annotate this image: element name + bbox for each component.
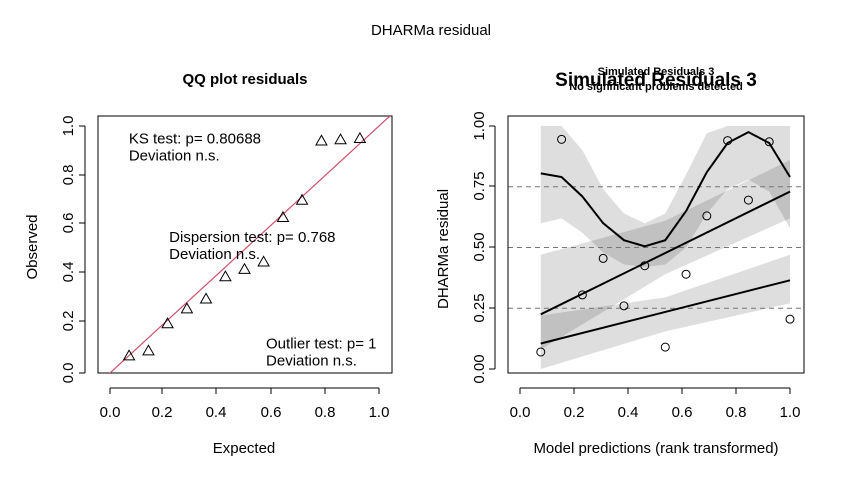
qq-plot-title: QQ plot residuals: [182, 71, 307, 88]
resid-point: [702, 211, 712, 221]
qq-y-axis-label: Observed: [24, 214, 41, 279]
qq-annotation-text: Outlier test: p= 1: [266, 335, 376, 352]
figure-title: DHARMa residual: [371, 22, 491, 39]
qq-point: [315, 134, 328, 146]
qq-point: [238, 262, 251, 274]
qq-x-tick-label: 1.0: [369, 404, 390, 421]
qq-point: [276, 210, 290, 223]
qq-annotation-text: Deviation n.s.: [129, 147, 220, 164]
resid-point: [577, 290, 587, 300]
qq-point: [334, 133, 347, 145]
resid-confidence-band: [540, 160, 790, 350]
resid-x-tick-label: 0.0: [510, 404, 531, 421]
resid-point: [640, 261, 650, 271]
qq-y-tick-label: 0.0: [60, 363, 77, 384]
qq-y-tick-label: 0.6: [60, 213, 77, 234]
resid-y-tick-label: 0.75: [471, 171, 488, 200]
qq-point: [122, 349, 136, 361]
resid-plot-area: [508, 126, 804, 369]
resid-subtitle-line: Simulated Residuals 3: [598, 66, 715, 78]
qq-x-tick-label: 0.8: [315, 404, 336, 421]
resid-y-tick-label: 0.00: [471, 354, 488, 383]
qq-x-tick-label: 0.4: [206, 404, 227, 421]
resid-point: [598, 253, 608, 263]
resid-y-tick-label: 0.25: [471, 293, 488, 322]
qq-x-tick-label: 0.0: [100, 404, 121, 421]
resid-y-tick-label: 1.00: [471, 111, 488, 140]
resid-quantile-line: [540, 279, 791, 345]
resid-point: [743, 195, 753, 205]
qq-annotation-text: KS test: p= 0.80688: [129, 130, 261, 147]
resid-point: [785, 314, 795, 324]
resid-quantile-line: [540, 190, 791, 316]
resid-subtitle-line: No significant problems detected: [569, 81, 743, 93]
resid-point: [660, 342, 670, 352]
qq-point: [295, 193, 309, 205]
qq-annotation-text: Deviation n.s.: [266, 352, 357, 369]
resid-quantile-line: [540, 130, 791, 248]
qq-point: [180, 302, 194, 314]
qq-y-tick-label: 0.8: [60, 165, 77, 186]
resid-plot-title: Simulated Residuals 3: [555, 70, 757, 91]
resid-x-tick-label: 0.6: [672, 404, 693, 421]
resid-x-tick-label: 0.2: [564, 404, 585, 421]
qq-y-tick-label: 0.4: [60, 262, 77, 283]
resid-point: [619, 301, 629, 311]
resid-y-axis-label: DHARMa residual: [435, 189, 452, 309]
resid-x-tick-label: 0.8: [726, 404, 747, 421]
qq-point: [161, 317, 174, 329]
qq-point: [199, 292, 213, 304]
qq-x-tick-label: 0.2: [152, 404, 173, 421]
resid-y-tick-label: 0.50: [471, 232, 488, 261]
resid-x-axis-label: Model predictions (rank transformed): [533, 440, 778, 457]
qq-point: [353, 131, 367, 143]
qq-y-tick-label: 0.2: [60, 311, 77, 332]
qq-x-tick-label: 0.6: [261, 404, 282, 421]
resid-point: [557, 134, 567, 144]
resid-plot-frame: [507, 115, 805, 374]
resid-point: [536, 347, 546, 357]
qq-x-axis-label: Expected: [213, 440, 276, 457]
qq-plot-frame: [97, 115, 393, 374]
resid-x-tick-label: 0.4: [618, 404, 639, 421]
resid-point: [681, 269, 691, 279]
qq-point: [219, 270, 232, 282]
qq-point: [142, 344, 155, 356]
resid-confidence-band: [540, 126, 790, 267]
qq-plot-panel: QQ plot residuals 0.0 0.2 0.4 0.6 0.8 1.0 0.0 0.…: [24, 71, 393, 457]
qq-annotation-text: Dispersion test: p= 0.768: [169, 229, 335, 246]
qq-y-tick-label: 1.0: [60, 116, 77, 137]
resid-point: [764, 137, 774, 147]
qq-annotation-text: Deviation n.s.: [169, 246, 260, 263]
resid-x-tick-label: 1.0: [780, 404, 801, 421]
resid-point: [723, 136, 733, 146]
qq-reference-line: [109, 116, 391, 373]
qq-point: [257, 255, 270, 267]
